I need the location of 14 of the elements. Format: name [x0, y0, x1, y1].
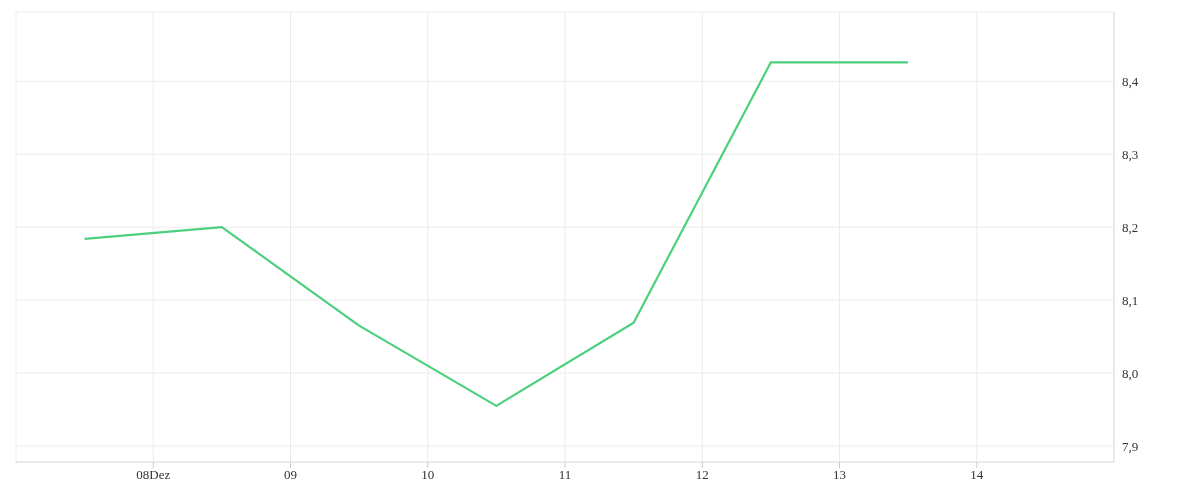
y-tick-label: 8,2 — [1122, 219, 1139, 235]
y-tick-label: 8,4 — [1122, 73, 1139, 89]
x-tick-label: 11 — [558, 467, 572, 483]
x-tick-label: 08Dez — [136, 467, 171, 483]
x-tick-label: 14 — [970, 467, 984, 483]
x-tick-label: 09 — [284, 467, 297, 483]
y-tick-label: 8,1 — [1122, 292, 1139, 308]
y-tick-label: 8,0 — [1122, 365, 1139, 381]
y-tick-label: 7,9 — [1122, 438, 1139, 454]
y-tick-label: 8,3 — [1122, 146, 1139, 162]
line-series — [83, 61, 910, 407]
x-tick-label: 13 — [833, 467, 846, 483]
x-tick-label: 12 — [695, 467, 709, 483]
x-tick-label: 10 — [421, 467, 435, 483]
